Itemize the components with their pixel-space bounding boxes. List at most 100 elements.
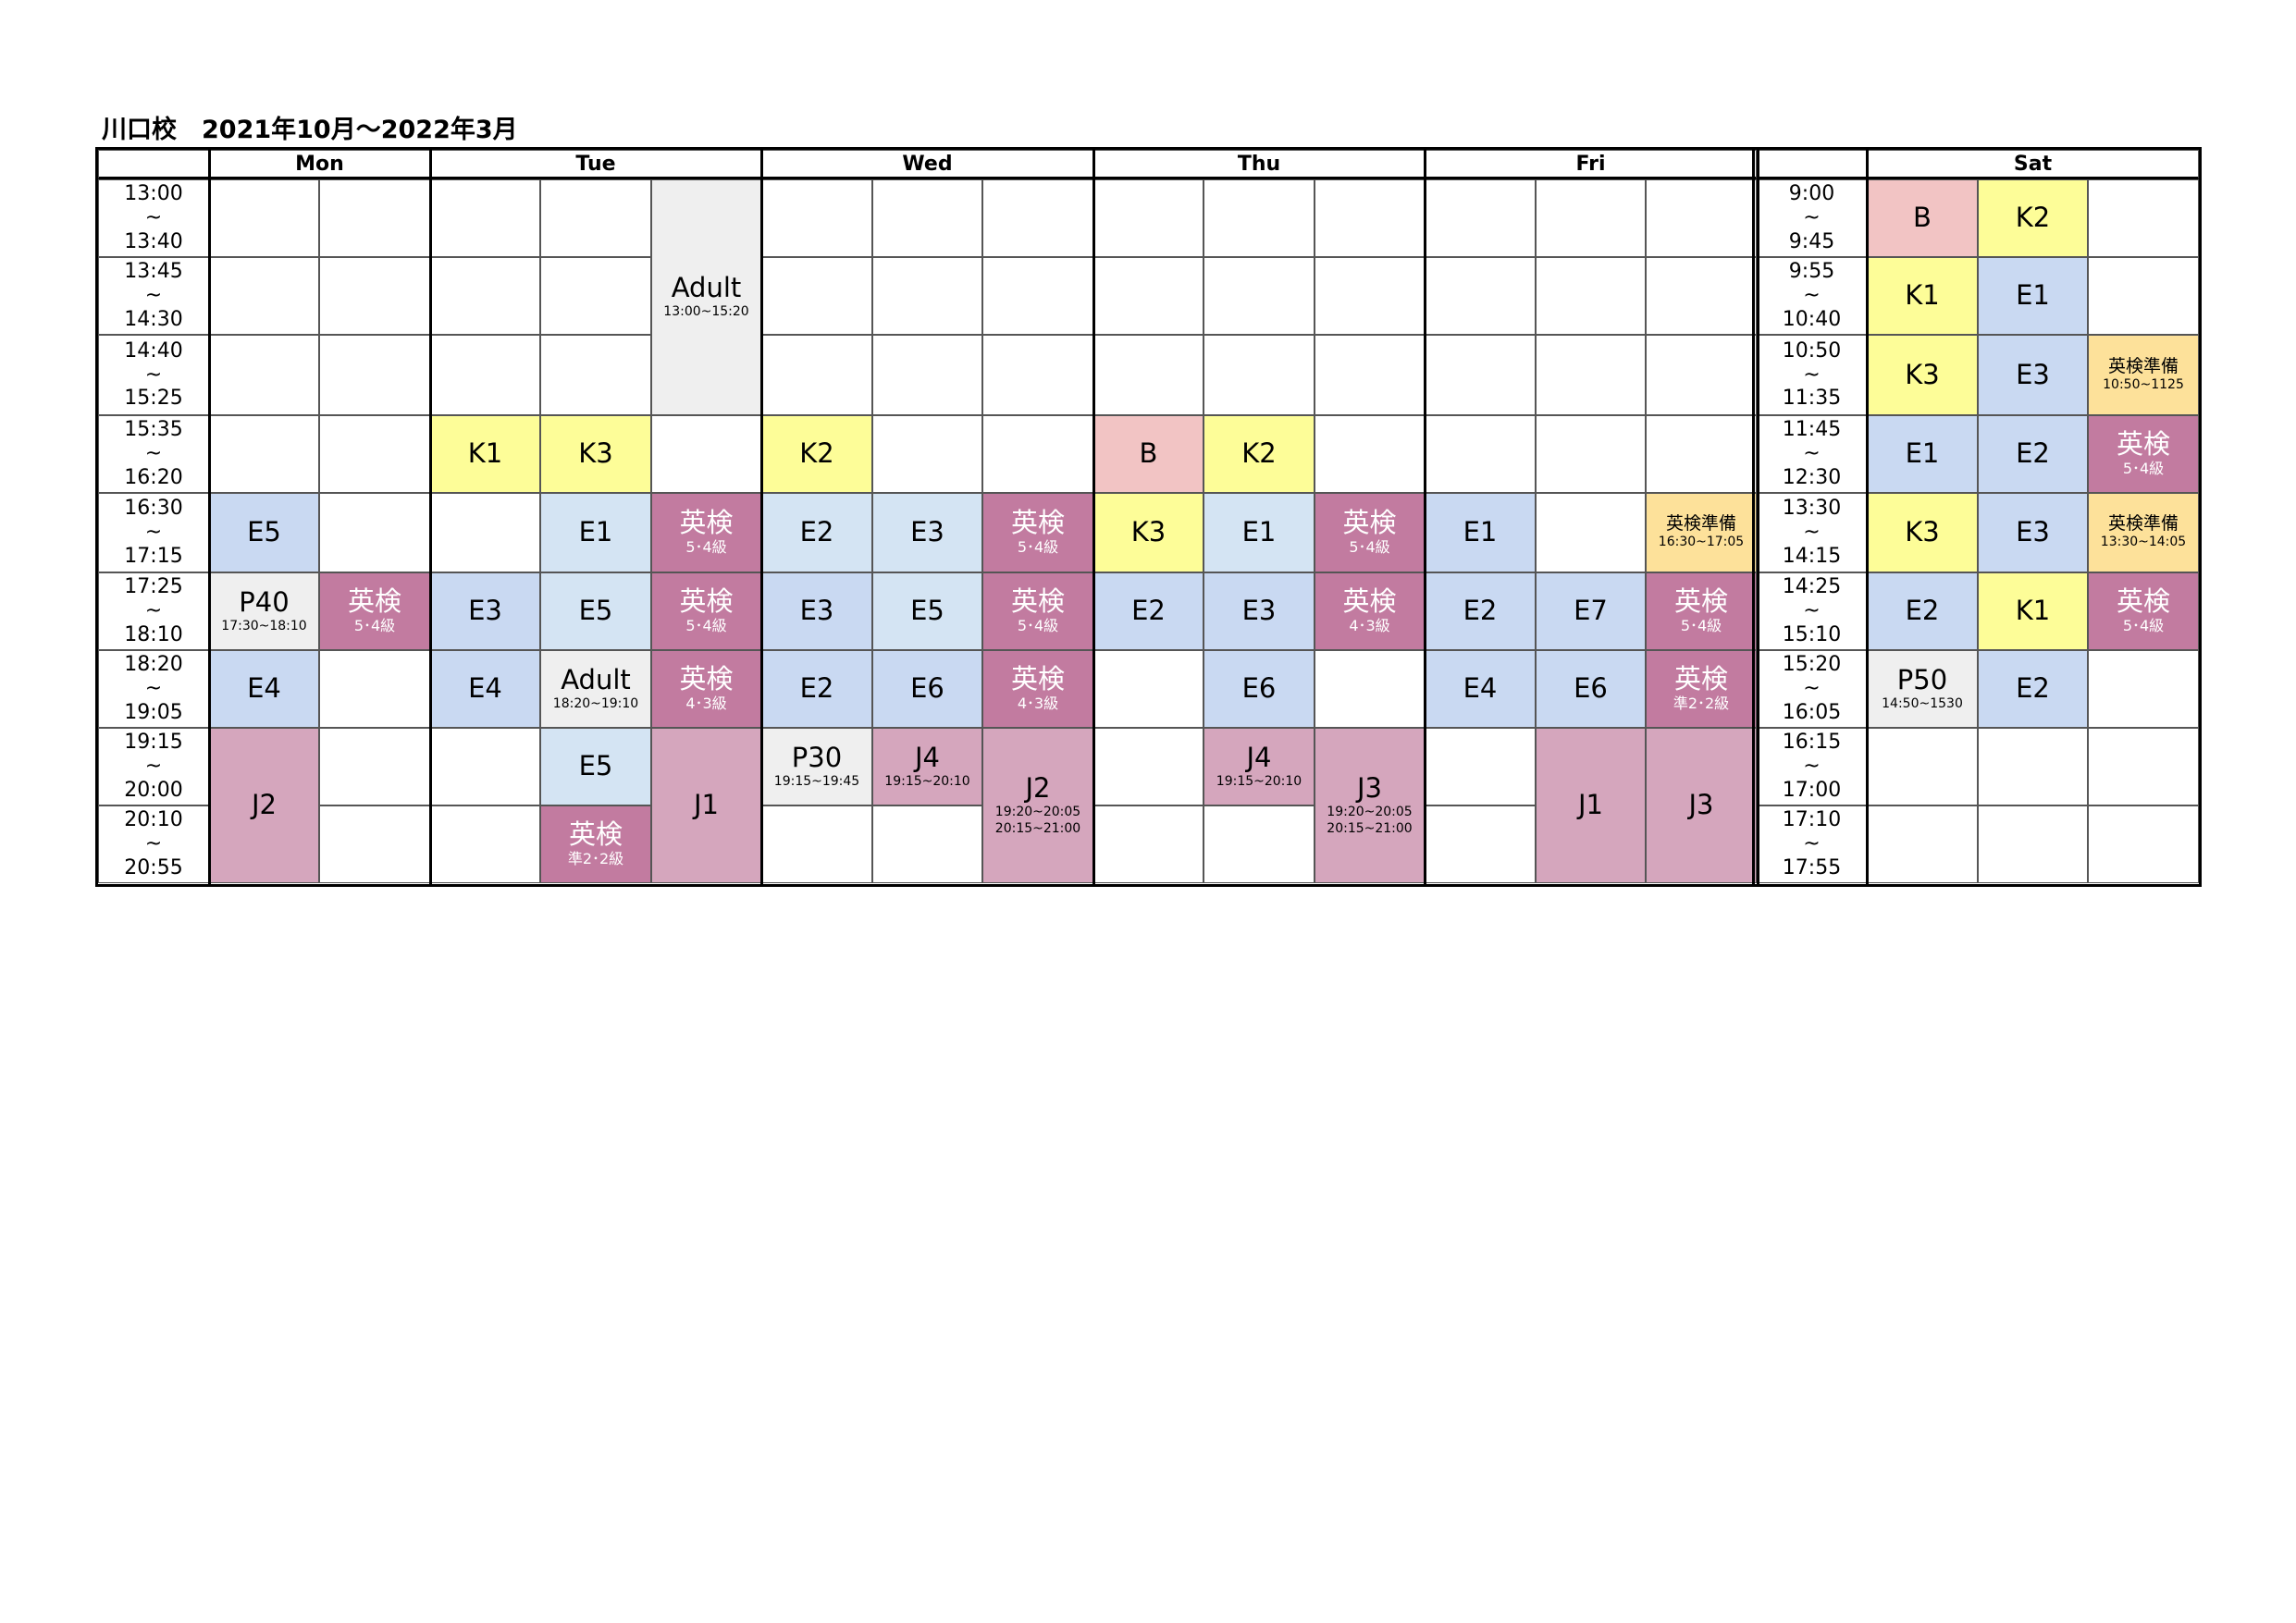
class-block[interactable]: E2: [1978, 650, 2088, 728]
class-block[interactable]: K3: [1093, 493, 1204, 572]
class-label: J1: [1577, 789, 1603, 821]
class-block[interactable]: 英検 4･3級: [982, 650, 1093, 728]
class-block[interactable]: E3: [1978, 493, 2088, 572]
class-block[interactable]: E5: [872, 572, 982, 650]
time-slot: 13:30 ~14:15: [1757, 493, 1867, 572]
class-block[interactable]: J4 19:15~20:10: [872, 728, 982, 805]
class-note: 4･3級: [1017, 694, 1059, 712]
class-block[interactable]: E1: [1204, 493, 1315, 572]
class-block[interactable]: 英検 5･4級: [2088, 415, 2199, 493]
empty-slot: [1204, 179, 1315, 257]
empty-slot: [761, 335, 872, 415]
class-block[interactable]: K3: [1867, 335, 1978, 415]
class-block[interactable]: E5: [209, 493, 319, 572]
class-block[interactable]: E2: [761, 493, 872, 572]
class-block[interactable]: E5: [540, 728, 651, 805]
class-block[interactable]: 英検準備 10:50~1125: [2088, 335, 2199, 415]
class-block[interactable]: E3: [430, 572, 540, 650]
time-text: 11:35: [1782, 387, 1842, 411]
day-header: Wed: [761, 150, 1093, 179]
class-note: 19:20~20:05: [994, 804, 1081, 819]
class-block[interactable]: K2: [1204, 415, 1315, 493]
class-block[interactable]: 英検 5･4級: [651, 572, 761, 650]
class-block[interactable]: K1: [1867, 257, 1978, 335]
class-block[interactable]: Adult 18:20~19:10: [540, 650, 651, 728]
class-block[interactable]: K3: [1867, 493, 1978, 572]
class-block[interactable]: 英検 5･4級: [1315, 493, 1425, 572]
class-block[interactable]: E4: [430, 650, 540, 728]
class-block[interactable]: E6: [1536, 650, 1646, 728]
empty-slot: [872, 415, 982, 493]
class-block[interactable]: 英検 準2･2級: [1646, 650, 1757, 728]
class-block[interactable]: 英検 5･4級: [982, 572, 1093, 650]
class-block[interactable]: E4: [1425, 650, 1536, 728]
time-slot: 10:50 ~11:35: [1757, 335, 1867, 415]
class-block[interactable]: E2: [761, 650, 872, 728]
class-block[interactable]: P50 14:50~1530: [1867, 650, 1978, 728]
class-block[interactable]: J1: [1536, 728, 1646, 883]
class-block[interactable]: E2: [1867, 572, 1978, 650]
class-block[interactable]: 英検 5･4級: [2088, 572, 2199, 650]
class-block[interactable]: P40 17:30~18:10: [209, 572, 319, 650]
time-text: 17:15: [124, 544, 183, 568]
class-block[interactable]: K1: [430, 415, 540, 493]
empty-slot: [1425, 335, 1536, 415]
class-block[interactable]: 英検 5･4級: [1646, 572, 1757, 650]
class-block[interactable]: E7: [1536, 572, 1646, 650]
time-text: 16:05: [1782, 700, 1842, 724]
class-block[interactable]: J2 19:20~20:05 20:15~21:00: [982, 728, 1093, 883]
class-block[interactable]: K3: [540, 415, 651, 493]
class-block[interactable]: J4 19:15~20:10: [1204, 728, 1315, 805]
class-label: 英検: [679, 584, 734, 617]
empty-slot: [1536, 179, 1646, 257]
time-text: ~: [1803, 599, 1821, 623]
class-note: 5･4級: [1680, 616, 1722, 634]
class-block[interactable]: E6: [872, 650, 982, 728]
class-block[interactable]: E3: [872, 493, 982, 572]
class-block[interactable]: B: [1867, 179, 1978, 257]
time-text: ~: [144, 677, 163, 701]
class-block[interactable]: P30 19:15~19:45: [761, 728, 872, 805]
class-label: 英検準備: [2107, 513, 2179, 535]
class-block[interactable]: E1: [1978, 257, 2088, 335]
class-block[interactable]: E1: [1425, 493, 1536, 572]
class-block[interactable]: B: [1093, 415, 1204, 493]
class-block[interactable]: E2: [1425, 572, 1536, 650]
class-block[interactable]: E1: [1867, 415, 1978, 493]
class-block[interactable]: E2: [1093, 572, 1204, 650]
class-label: 英検: [1010, 506, 1065, 538]
empty-slot: [319, 805, 430, 883]
class-block[interactable]: Adult 13:00~15:20: [651, 179, 761, 415]
class-block[interactable]: E3: [761, 572, 872, 650]
time-text: 15:10: [1782, 622, 1842, 646]
class-block[interactable]: E3: [1204, 572, 1315, 650]
class-block[interactable]: 英検 4･3級: [651, 650, 761, 728]
header-blank: [98, 150, 209, 179]
class-block[interactable]: J3 19:20~20:05 20:15~21:00: [1315, 728, 1425, 883]
class-block[interactable]: E6: [1204, 650, 1315, 728]
class-block[interactable]: E2: [1978, 415, 2088, 493]
class-label: E2: [2016, 437, 2050, 470]
class-block[interactable]: K2: [761, 415, 872, 493]
class-block[interactable]: 英検準備 16:30~17:05: [1646, 493, 1757, 572]
class-block[interactable]: J3: [1646, 728, 1757, 883]
class-block[interactable]: 英検 5･4級: [651, 493, 761, 572]
class-block[interactable]: E3: [1978, 335, 2088, 415]
class-block[interactable]: E1: [540, 493, 651, 572]
class-block[interactable]: J1: [651, 728, 761, 883]
class-block[interactable]: J2: [209, 728, 319, 883]
class-block[interactable]: 英検 5･4級: [982, 493, 1093, 572]
class-label: J1: [693, 789, 719, 821]
class-block[interactable]: 英検 5･4級: [319, 572, 430, 650]
class-block[interactable]: 英検 4･3級: [1315, 572, 1425, 650]
empty-slot: [761, 805, 872, 883]
day-header: Fri: [1425, 150, 1757, 179]
class-block[interactable]: 英検準備 13:30~14:05: [2088, 493, 2199, 572]
class-block[interactable]: K1: [1978, 572, 2088, 650]
empty-slot: [1315, 415, 1425, 493]
class-block[interactable]: E5: [540, 572, 651, 650]
class-label: 英検: [2116, 427, 2170, 460]
class-block[interactable]: K2: [1978, 179, 2088, 257]
class-block[interactable]: 英検 準2･2級: [540, 805, 651, 883]
class-block[interactable]: E4: [209, 650, 319, 728]
